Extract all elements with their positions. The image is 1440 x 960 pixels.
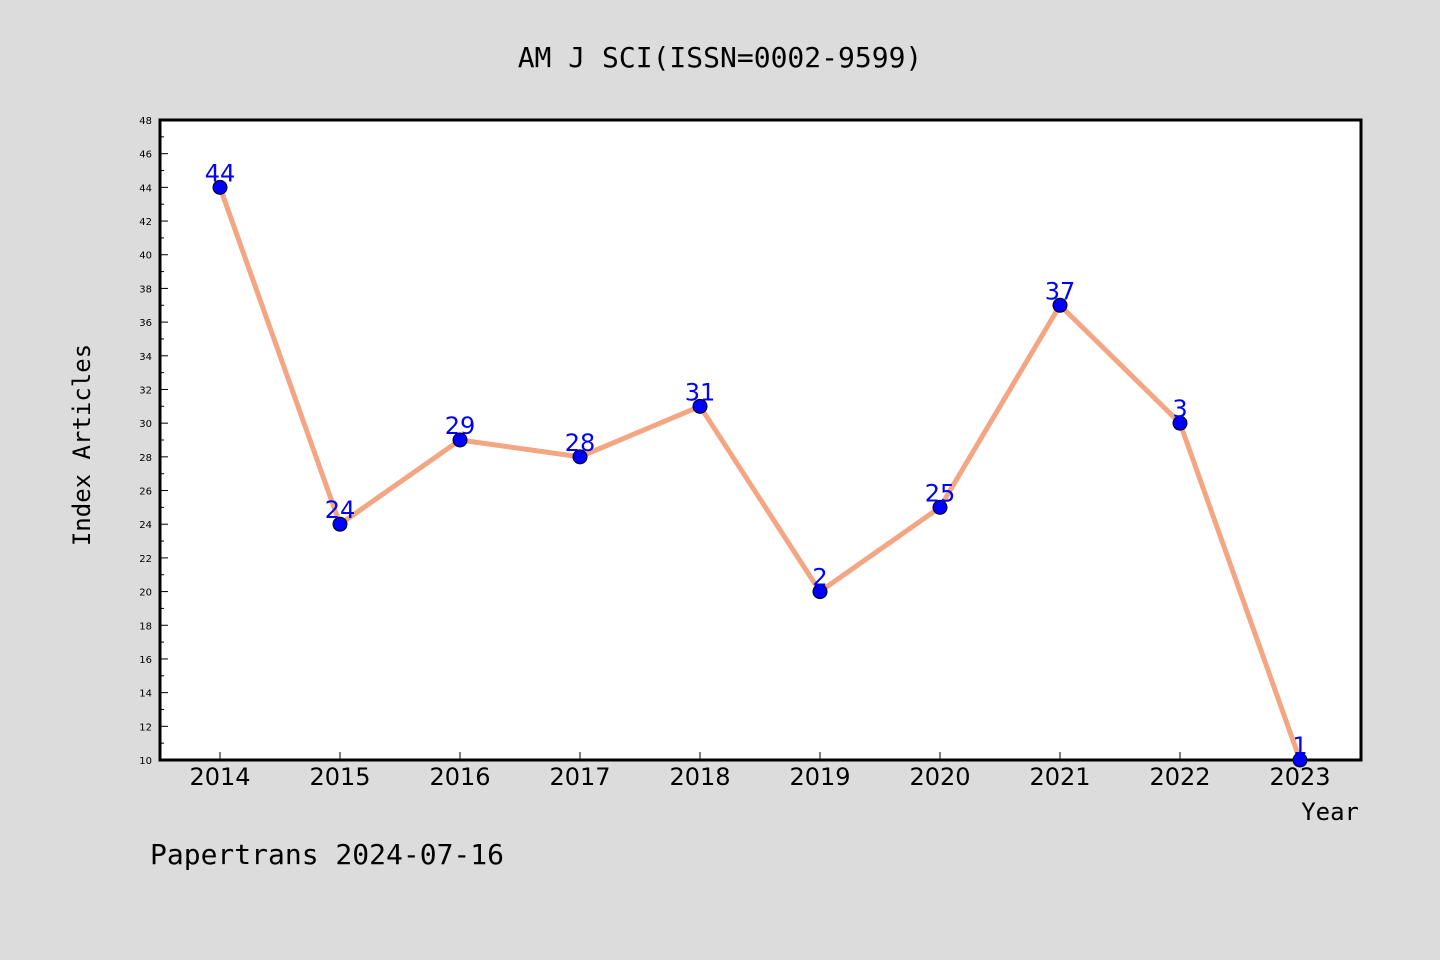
y-tick-label: 12 [139,722,152,733]
y-axis-label: Index Articles [68,344,96,546]
y-tick-label: 38 [139,284,152,295]
y-tick-label: 36 [139,318,152,329]
y-tick-label: 18 [139,621,152,632]
y-tick-label: 24 [139,520,152,531]
data-point [1172,415,1188,431]
x-tick-label: 2023 [1269,763,1330,791]
data-point [1292,752,1308,768]
data-point [572,449,588,465]
plot-area [158,118,1363,762]
data-label: 3 [1172,395,1187,423]
series-line [217,184,1303,763]
y-tick-label: 10 [139,756,152,767]
data-label: 44 [205,159,236,187]
data-point [692,398,708,414]
data-label: 25 [925,479,956,507]
y-tick-label: 32 [139,385,152,396]
data-label: 24 [325,496,356,524]
y-axis-ticks: 10 12 14 16 18 20 22 24 26 28 30 32 34 36 38 40 42 44 46 48 [139,116,168,767]
data-label: 31 [685,378,716,406]
x-tick-label: 2015 [309,763,370,791]
y-tick-label: 48 [139,116,152,127]
footer-text: Papertrans 2024-07-16 [150,838,504,871]
y-tick-label: 44 [139,183,152,194]
data-label: 1 [1292,732,1307,760]
y-tick-label: 28 [139,453,152,464]
data-point [212,179,228,195]
y-tick-label: 22 [139,554,152,565]
y-tick-label: 46 [139,150,152,161]
y-tick-label: 20 [139,588,152,599]
y-tick-label: 30 [139,419,152,430]
x-tick-label: 2021 [1029,763,1090,791]
data-point [452,432,468,448]
data-point [812,584,828,600]
data-point [1052,297,1068,313]
y-tick-label: 16 [139,655,152,666]
x-axis-label: Year [1301,798,1359,826]
y-tick-label: 34 [139,352,152,363]
y-tick-label: 26 [139,487,152,498]
data-label: 29 [445,412,476,440]
x-tick-label: 2020 [909,763,970,791]
data-label: 37 [1045,277,1076,305]
chart-title: AM J SCI(ISSN=0002-9599) [518,41,923,74]
data-point [932,499,948,515]
y-tick-label: 42 [139,217,152,228]
x-tick-label: 2014 [189,763,250,791]
data-label: 28 [565,429,596,457]
x-axis-ticks: 2014 2015 2016 2017 2018 2019 2020 2021 2022 2023 [189,752,1331,791]
x-tick-label: 2016 [429,763,490,791]
y-tick-label: 40 [139,251,152,262]
data-point [332,516,348,532]
x-tick-label: 2017 [549,763,610,791]
data-label: 2 [812,564,827,592]
x-tick-label: 2018 [669,763,730,791]
x-tick-label: 2022 [1149,763,1210,791]
y-tick-label: 14 [139,689,152,700]
x-tick-label: 2019 [789,763,850,791]
